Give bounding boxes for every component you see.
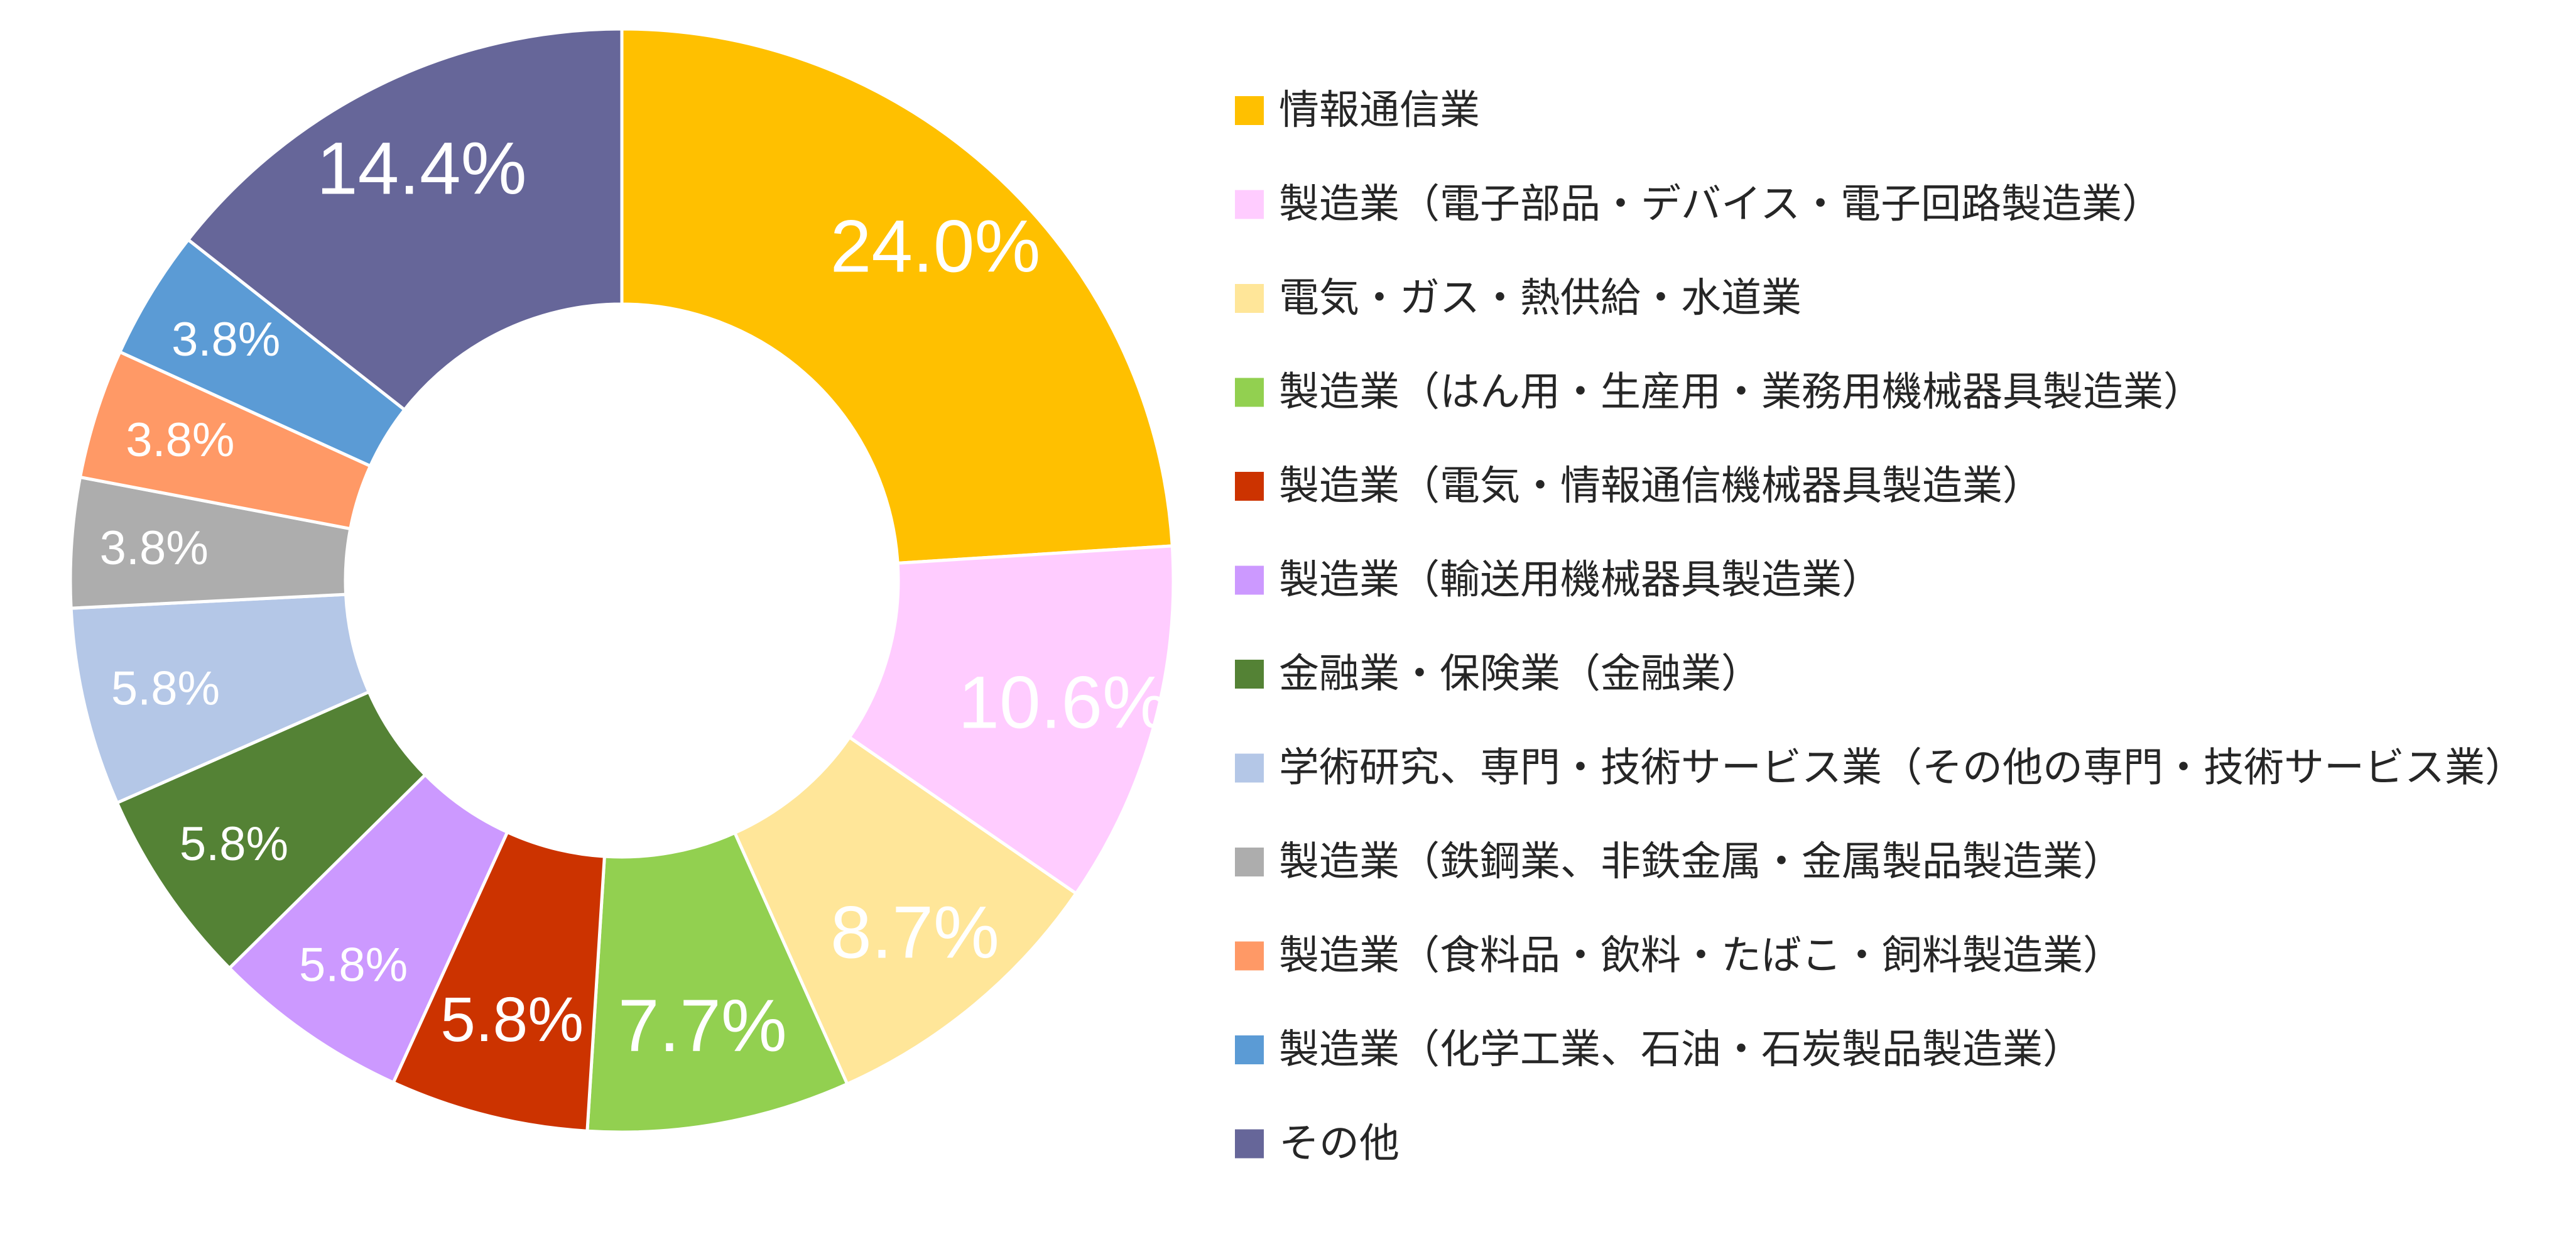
legend-entry-label: 製造業（化学工業、石油・石炭製品製造業） bbox=[1279, 1027, 2083, 1073]
donut-slice bbox=[585, 831, 850, 1134]
legend-entry-label: 製造業（鉄鋼業、非鉄金属・金属製品製造業） bbox=[1279, 839, 2123, 885]
donut-slice bbox=[620, 27, 1174, 565]
donut-slice bbox=[186, 27, 624, 412]
slice-data-label: 5.8% bbox=[180, 817, 288, 871]
legend-entry-label: 製造業（はん用・生産用・業務用機械器具製造業） bbox=[1279, 369, 2204, 416]
slice-data-label: 14.4% bbox=[317, 127, 527, 210]
legend-swatch bbox=[1235, 848, 1264, 876]
legend-swatch bbox=[1235, 753, 1264, 783]
slice-data-label: 10.6% bbox=[958, 662, 1168, 745]
slice-data-label: 3.8% bbox=[126, 413, 234, 467]
donut-slice bbox=[847, 544, 1175, 896]
legend-swatch bbox=[1235, 96, 1264, 125]
legend-swatch bbox=[1235, 1129, 1264, 1159]
legend-swatch bbox=[1235, 284, 1264, 313]
legend-entry-label: 学術研究、専門・技術サービス業（その他の専門・技術サービス業） bbox=[1279, 745, 2525, 792]
slice-data-label: 24.0% bbox=[830, 205, 1041, 288]
slice-data-label: 7.7% bbox=[618, 985, 787, 1067]
donut-slice bbox=[732, 735, 1079, 1086]
legend-swatch bbox=[1235, 378, 1264, 407]
legend-entry-label: その他 bbox=[1279, 1121, 1399, 1167]
donut-slices bbox=[68, 27, 1175, 1134]
donut-data-labels: 24.0% 10.6% 8.7% 7.7% 5.8% 5.8% 5.8% 5.8% 3.8% 3.… bbox=[100, 127, 1168, 1067]
legend-swatch bbox=[1235, 941, 1264, 971]
legend-entry-label: 製造業（食料品・飲料・たばこ・飼料製造業） bbox=[1279, 933, 2123, 979]
legend-entry-label: 電気・ガス・熱供給・水道業 bbox=[1279, 275, 1802, 322]
legend-entry-label: 製造業（電子部品・デバイス・電子回路製造業） bbox=[1279, 182, 2162, 228]
legend-swatch bbox=[1235, 1035, 1264, 1064]
legend-entry-label: 製造業（輸送用機械器具製造業） bbox=[1279, 557, 1882, 604]
slice-data-label: 3.8% bbox=[171, 313, 280, 366]
legend-entry-label: 金融業・保険業（金融業） bbox=[1279, 651, 1761, 697]
legend-swatch bbox=[1235, 565, 1264, 595]
legend-entry-label: 情報通信業 bbox=[1279, 87, 1480, 134]
slice-data-label: 3.8% bbox=[100, 521, 209, 575]
slice-data-label: 5.8% bbox=[111, 662, 220, 716]
slice-data-label: 8.7% bbox=[830, 891, 999, 974]
legend-swatch bbox=[1235, 472, 1264, 501]
slice-data-label: 5.8% bbox=[299, 939, 408, 992]
legend-swatch bbox=[1235, 660, 1264, 689]
legend-entry-label: 製造業（電気・情報通信機械器具製造業） bbox=[1279, 463, 2043, 510]
legend-swatch bbox=[1235, 190, 1264, 219]
slice-data-label: 5.8% bbox=[440, 985, 584, 1055]
